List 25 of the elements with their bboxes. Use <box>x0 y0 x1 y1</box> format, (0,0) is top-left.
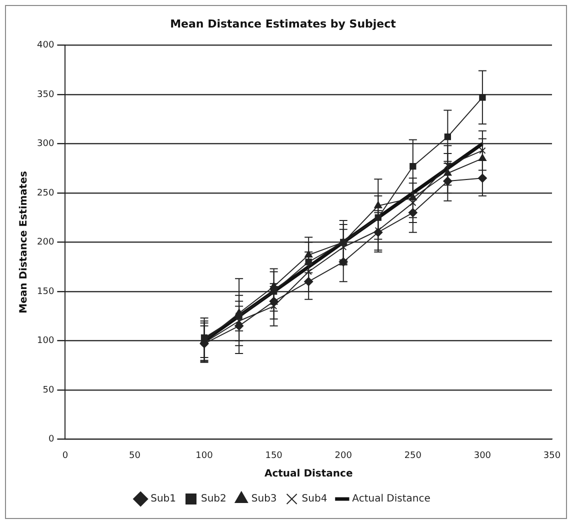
legend-label: Sub2 <box>200 494 226 505</box>
x-tick-label: 250 <box>404 450 422 461</box>
legend-label: Sub4 <box>302 494 328 505</box>
x-tick-label: 350 <box>543 450 561 461</box>
y-tick-label: 200 <box>36 238 54 248</box>
y-tick-label: 250 <box>36 188 54 198</box>
x-tick-label: 150 <box>265 450 283 461</box>
y-axis-title: Mean Distance Estimates <box>18 171 30 314</box>
x-tick-label: 50 <box>129 450 141 461</box>
x-tick-label: 0 <box>62 450 68 461</box>
y-tick-label: 400 <box>36 40 54 51</box>
y-tick-label: 100 <box>36 336 54 346</box>
legend-label: Sub1 <box>150 494 176 505</box>
y-tick-label: 50 <box>42 385 54 396</box>
chart-title: Mean Distance Estimates by Subject <box>170 17 396 30</box>
legend-label: Actual Distance <box>352 494 430 505</box>
x-tick-label: 200 <box>334 450 352 461</box>
y-tick-label: 300 <box>36 139 54 150</box>
x-tick-label: 300 <box>474 450 492 461</box>
y-tick-label: 0 <box>48 434 54 445</box>
x-axis-title: Actual Distance <box>264 468 353 480</box>
y-tick-label: 350 <box>36 90 54 100</box>
legend-label: Sub3 <box>251 494 277 505</box>
x-tick-label: 100 <box>196 450 214 461</box>
y-tick-label: 150 <box>36 286 54 297</box>
